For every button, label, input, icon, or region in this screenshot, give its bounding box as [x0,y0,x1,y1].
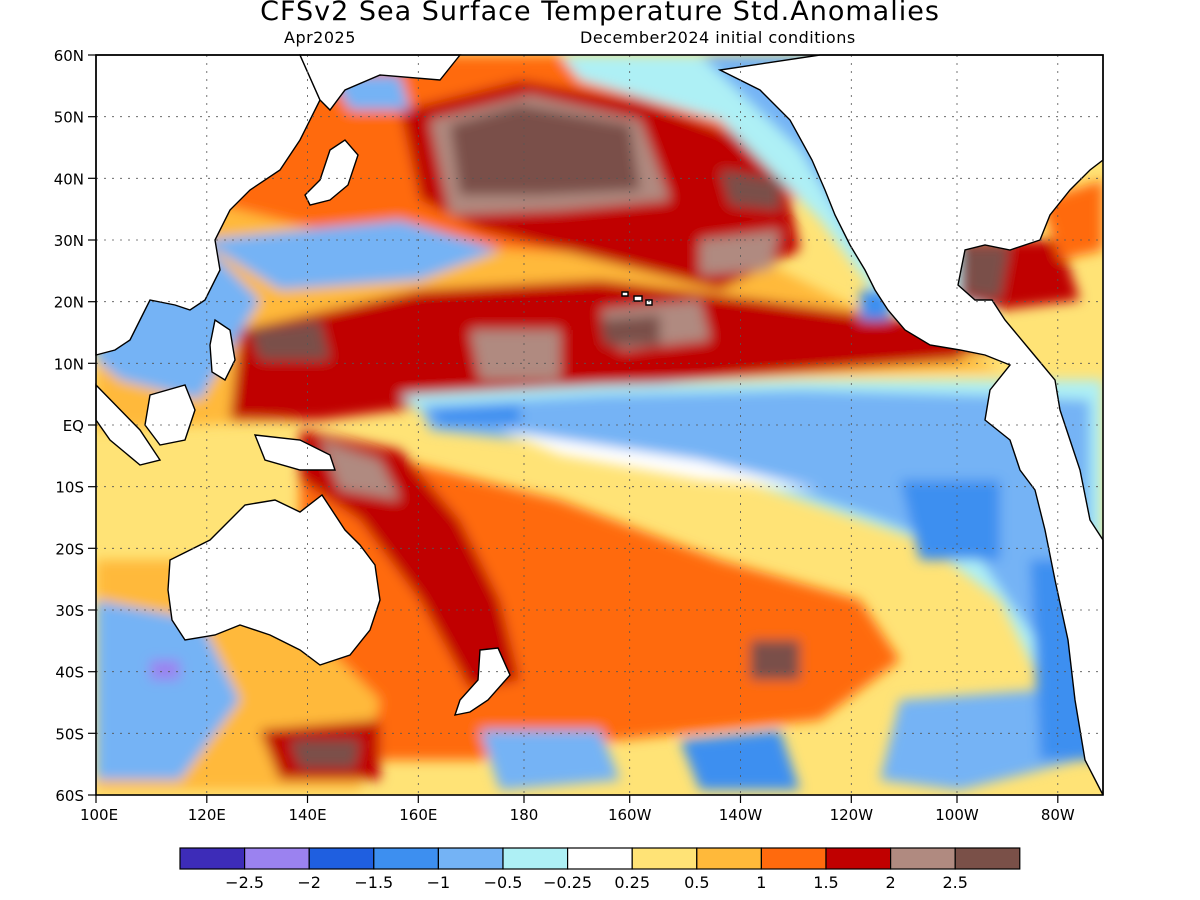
japan-land [304,139,359,206]
lat-label: 20N [54,294,84,312]
australia-land [167,493,381,666]
colorbar: −2.5 −2 −1.5 −1 −0.5 −0.25 0.25 0.5 1 1.5 2 2.5 [179,847,1021,892]
colorbar-swatch [437,847,504,870]
colorbar-label: −2.5 [225,873,264,892]
lat-label: 60S [55,787,84,805]
new-guinea-land [253,434,336,471]
chart-title: CFSv2 Sea Surface Temperature Std.Anomal… [260,0,940,27]
longitude-axis [95,795,1059,803]
lon-label: 180 [510,806,539,824]
lat-label: 10N [54,355,84,373]
colorbar-swatch [566,847,633,870]
colorbar-swatch [889,847,956,870]
colorbar-swatch [502,847,569,870]
lat-label: 30N [54,232,84,250]
colorbar-label: 2.5 [942,873,967,892]
longitude-labels: 100E 120E 140E 160E 180 160W 140W 120W 1… [80,806,1075,824]
lon-label: 100W [935,806,979,824]
colorbar-label: −2 [297,873,321,892]
lon-label: 140W [719,806,763,824]
colorbar-label: 0.5 [684,873,709,892]
colorbar-swatch [308,847,375,870]
colorbar-swatch [179,847,246,870]
lon-label: 80W [1041,806,1075,824]
colorbar-swatch [696,847,762,870]
colorbar-label: −0.5 [484,873,523,892]
map-gridlines [96,55,1103,795]
lat-label: 40S [55,664,84,682]
americas-land [717,54,1104,796]
colorbar-label: 2 [886,873,896,892]
colorbar-label: −1 [427,873,451,892]
philippines-land [209,318,236,381]
lat-label: 30S [55,602,84,620]
land-masses [95,54,1104,796]
target-month-label: Apr2025 [284,28,356,47]
lat-label: 20S [55,540,84,558]
colorbar-label: 0.25 [614,873,650,892]
lon-label: 100E [80,806,118,824]
colorbar-label: −1.5 [354,873,393,892]
lat-label: 60N [54,47,84,65]
colorbar-label: 1.5 [813,873,838,892]
lat-label: 40N [54,170,84,188]
lon-label: 120W [830,806,874,824]
new-zealand-land [453,647,511,716]
colorbar-swatch [825,847,892,870]
lat-label: 50S [55,725,84,743]
latitude-axis [88,54,96,796]
colorbar-swatch [631,847,698,870]
colorbar-label: 1 [756,873,766,892]
initial-conditions-label: December2024 initial conditions [580,28,856,47]
colorbar-swatch [373,847,439,870]
lat-label: EQ [63,417,84,435]
colorbar-swatch [954,847,1021,870]
lon-label: 120E [188,806,226,824]
latitude-labels: 60N 50N 40N 30N 20N 10N EQ 10S 20S 30S 4… [54,47,84,805]
asia-land [95,54,321,356]
colorbar-swatch [760,847,827,870]
lon-label: 160W [608,806,652,824]
colorbar-swatch [244,847,310,870]
kamchatka-land [298,54,462,112]
hawaii-islands [621,291,653,306]
colorbar-label: −0.25 [543,873,592,892]
lat-label: 50N [54,109,84,127]
lon-label: 160E [399,806,437,824]
lat-label: 10S [55,479,84,497]
lon-label: 140E [288,806,326,824]
